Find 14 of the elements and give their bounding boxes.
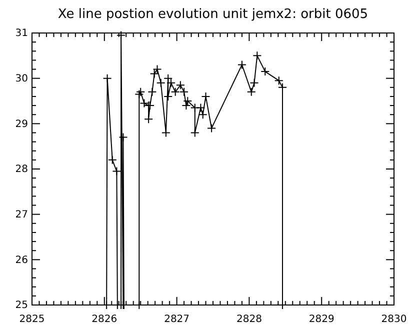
x-tick-label: 2828 [236,314,262,326]
y-tick-label: 29 [15,118,28,130]
y-tick-label: 31 [15,28,28,40]
x-tick-label: 2830 [381,314,407,326]
y-tick-label: 27 [15,210,28,221]
x-tick-label: 2825 [19,314,45,326]
y-tick-label: 28 [15,164,28,176]
chart-title: Xe line postion evolution unit jemx2: orbit 0605 [58,7,368,22]
x-tick-label: 2829 [308,314,334,326]
x-tick-label: 2826 [92,314,118,326]
y-tick-label: 30 [15,74,28,85]
y-tick-label: 25 [15,300,28,312]
x-tick-label: 2827 [164,314,190,326]
y-tick-label: 26 [15,254,28,266]
